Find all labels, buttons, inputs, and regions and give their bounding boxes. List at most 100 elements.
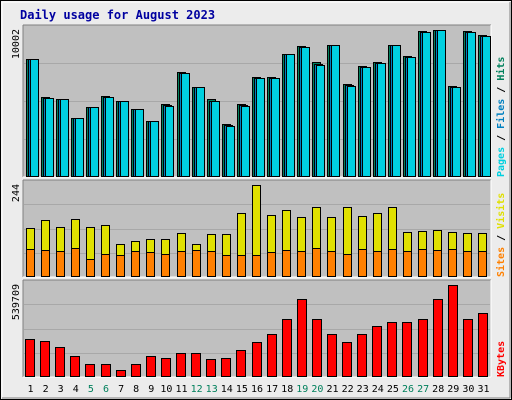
bar-sites-day-24 [373, 251, 382, 277]
bar-sites-day-2 [41, 250, 50, 277]
bar-pages-day-1 [30, 59, 39, 177]
bar-sites-day-8 [131, 251, 140, 277]
bar-pages-day-26 [407, 57, 416, 177]
x-tick-label: 4 [73, 384, 79, 395]
y-max-label: 10002 [11, 29, 22, 59]
legend-part: Visits [495, 193, 507, 229]
x-tick-label: 5 [88, 384, 94, 395]
x-tick-label: 30 [462, 384, 474, 395]
bar-pages-day-9 [150, 121, 159, 177]
bar-kbytes-day-16 [252, 342, 262, 377]
bar-kbytes-day-7 [116, 370, 126, 377]
bar-sites-day-15 [237, 255, 246, 277]
bar-sites-day-4 [71, 248, 80, 277]
bar-kbytes-day-23 [357, 334, 367, 377]
legend-part: / [496, 129, 507, 147]
legend-part: / [496, 229, 507, 247]
bar-sites-day-17 [267, 252, 276, 277]
chart-title: Daily usage for August 2023 [20, 8, 215, 22]
bar-pages-day-19 [301, 47, 310, 177]
bar-pages-day-24 [377, 63, 386, 177]
x-tick-label: 22 [342, 384, 354, 395]
legend-label: Sites / Visits [495, 193, 507, 277]
bar-sites-day-18 [282, 250, 291, 277]
bar-pages-day-8 [135, 109, 144, 177]
bar-kbytes-day-31 [478, 313, 488, 377]
bar-kbytes-day-20 [312, 319, 322, 377]
bar-kbytes-day-19 [297, 299, 307, 377]
bar-kbytes-day-24 [372, 326, 382, 377]
bar-pages-day-27 [422, 32, 431, 177]
legend-part: Hits [495, 57, 507, 81]
bar-kbytes-day-2 [40, 341, 50, 377]
bar-sites-day-21 [327, 251, 336, 277]
x-tick-label: 18 [281, 384, 293, 395]
bar-sites-day-6 [101, 254, 110, 277]
x-tick-label: 7 [118, 384, 124, 395]
chart-panels: 10002 Pages / Files / Hits 244 Sites / Visi… [11, 24, 507, 378]
bar-kbytes-day-6 [101, 364, 111, 377]
x-tick-label: 31 [477, 384, 489, 395]
bar-kbytes-day-14 [221, 358, 231, 377]
x-tick-label: 23 [357, 384, 369, 395]
bar-pages-day-31 [482, 36, 491, 177]
bar-pages-day-25 [392, 45, 401, 177]
bar-kbytes-day-5 [85, 364, 95, 377]
x-tick-label: 16 [251, 384, 263, 395]
bar-pages-day-4 [75, 118, 84, 177]
bar-sites-day-1 [26, 249, 35, 277]
bar-sites-day-16 [252, 255, 261, 277]
bar-pages-day-14 [226, 126, 235, 177]
bar-pages-day-21 [331, 45, 340, 177]
bar-pages-day-3 [60, 99, 69, 177]
x-tick-label: 26 [402, 384, 414, 395]
bar-sites-day-14 [222, 255, 231, 277]
bar-sites-day-10 [161, 254, 170, 277]
bar-pages-day-6 [105, 97, 114, 177]
legend-part: Sites [495, 247, 507, 277]
x-tick-label: 20 [311, 384, 323, 395]
bar-kbytes-day-1 [25, 339, 35, 377]
bar-kbytes-day-4 [70, 356, 80, 377]
bar-kbytes-day-22 [342, 342, 352, 377]
bar-pages-day-11 [181, 73, 190, 177]
bar-kbytes-day-29 [448, 285, 458, 377]
legend-part: KBytes [496, 341, 507, 377]
bar-kbytes-day-27 [418, 319, 428, 377]
bar-sites-day-30 [463, 251, 472, 277]
x-tick-label: 10 [160, 384, 172, 395]
x-tick-label: 19 [296, 384, 308, 395]
bar-pages-day-23 [362, 67, 371, 177]
legend-label: Pages / Files / Hits [495, 57, 507, 177]
bar-pages-day-7 [120, 101, 129, 177]
x-tick-label: 9 [148, 384, 154, 395]
bar-pages-day-16 [256, 78, 265, 177]
bar-sites-day-28 [433, 250, 442, 277]
bar-pages-day-18 [286, 54, 295, 177]
x-tick-label: 24 [372, 384, 384, 395]
series-kbytes [25, 285, 488, 377]
x-tick-label: 8 [133, 384, 139, 395]
bar-pages-day-2 [45, 98, 54, 177]
bar-sites-day-25 [388, 249, 397, 277]
bar-kbytes-day-11 [176, 353, 186, 377]
legend-part: Pages [496, 147, 507, 177]
x-tick-label: 2 [43, 384, 49, 395]
x-tick-label: 1 [27, 384, 33, 395]
bar-pages-day-20 [316, 65, 325, 177]
bar-kbytes-day-3 [55, 347, 65, 377]
x-tick-label: 17 [266, 384, 278, 395]
x-tick-label: 3 [58, 384, 64, 395]
x-tick-label: 13 [206, 384, 218, 395]
bar-pages-day-28 [437, 30, 446, 177]
x-tick-label: 25 [387, 384, 399, 395]
x-tick-label: 12 [191, 384, 203, 395]
bar-kbytes-day-26 [402, 322, 412, 377]
bar-sites-day-12 [192, 250, 201, 277]
x-tick-label: 28 [432, 384, 444, 395]
bar-pages-day-5 [90, 107, 99, 177]
y-max-label: 244 [11, 184, 22, 202]
panel-visits_sites: 244 Sites / Visits [11, 179, 507, 278]
bar-kbytes-day-9 [146, 356, 156, 377]
x-tick-label: 11 [175, 384, 187, 395]
